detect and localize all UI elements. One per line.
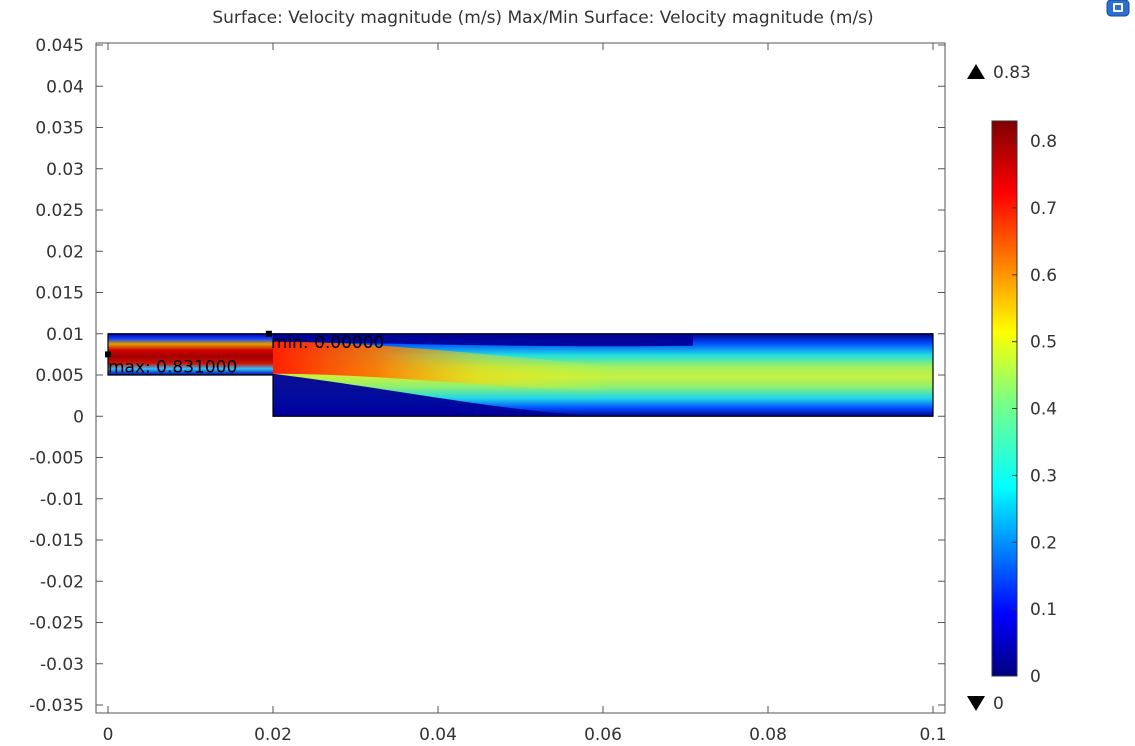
x-tick-label: 0.06 [584, 725, 622, 745]
y-tick-label: 0.03 [46, 160, 84, 180]
min-triangle-icon [967, 696, 985, 711]
colorbar-tick-label: 0.6 [1030, 266, 1057, 286]
y-tick-label: -0.03 [40, 655, 84, 675]
max-label: max: 0.831000 [108, 357, 237, 377]
min-label: min: 0.00000 [271, 333, 385, 353]
y-tick-label: 0.015 [35, 284, 84, 304]
y-tick-label: 0.01 [46, 325, 84, 345]
max-triangle-icon [967, 64, 985, 79]
y-tick-label: -0.02 [40, 572, 84, 592]
y-tick-label: -0.01 [40, 490, 84, 510]
colorbar [992, 121, 1017, 676]
y-tick-label: -0.005 [29, 449, 84, 469]
y-tick-label: 0.045 [35, 36, 84, 56]
y-tick-label: -0.015 [29, 531, 84, 551]
y-tick-label: 0.04 [46, 77, 84, 97]
y-tick-label: 0.035 [35, 119, 84, 139]
colorbar-tick-label: 0.1 [1030, 600, 1057, 620]
y-tick-label: -0.035 [29, 696, 84, 716]
x-tick-label: 0.1 [919, 725, 946, 745]
x-tick-label: 0.04 [419, 725, 457, 745]
y-tick-label: 0 [73, 407, 84, 427]
colorbar-tick-label: 0 [1030, 667, 1041, 687]
colorbar-min-label: 0 [993, 694, 1004, 714]
colorbar-tick-label: 0.5 [1030, 333, 1057, 353]
colorbar-tick-label: 0.4 [1030, 400, 1057, 420]
y-tick-label: 0.005 [35, 366, 84, 386]
chart-title: Surface: Velocity magnitude (m/s) Max/Mi… [212, 8, 873, 28]
toolbar-icon[interactable] [1104, 0, 1135, 20]
x-tick-label: 0.02 [254, 725, 292, 745]
x-tick-label: 0 [103, 725, 114, 745]
y-tick-label: -0.025 [29, 614, 84, 634]
x-tick-label: 0.08 [749, 725, 787, 745]
colorbar-tick-label: 0.2 [1030, 533, 1057, 553]
colorbar-tick-label: 0.8 [1030, 132, 1057, 152]
colorbar-tick-label: 0.3 [1030, 466, 1057, 486]
colorbar-tick-label: 0.7 [1030, 199, 1057, 219]
y-tick-label: 0.025 [35, 201, 84, 221]
y-tick-label: 0.02 [46, 242, 84, 262]
colorbar-max-label: 0.83 [993, 63, 1031, 83]
